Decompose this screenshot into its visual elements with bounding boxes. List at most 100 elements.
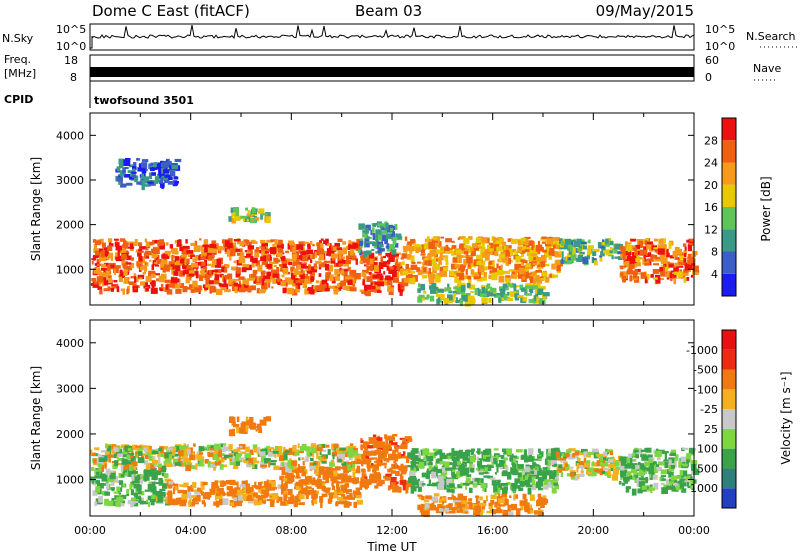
scatter-cell bbox=[327, 243, 331, 247]
scatter-cell bbox=[101, 242, 106, 248]
scatter-cell bbox=[531, 479, 536, 486]
scatter-cell bbox=[537, 493, 542, 498]
scatter-cell bbox=[251, 261, 255, 268]
scatter-cell bbox=[278, 239, 283, 246]
scatter-cell bbox=[687, 245, 693, 252]
scatter-cell bbox=[381, 479, 385, 485]
freq-tick-top: 18 bbox=[64, 54, 78, 67]
scatter-cell bbox=[363, 476, 368, 480]
scatter-cell bbox=[537, 264, 541, 268]
scatter-cell bbox=[651, 255, 658, 260]
scatter-cell bbox=[653, 482, 659, 490]
scatter-cell bbox=[247, 245, 255, 250]
scatter-cell bbox=[561, 251, 564, 259]
scatter-cell bbox=[110, 479, 115, 486]
scatter-cell bbox=[160, 162, 164, 168]
scatter-cell bbox=[247, 286, 252, 293]
scatter-cell bbox=[640, 470, 645, 475]
scatter-cell bbox=[689, 238, 694, 242]
scatter-cell bbox=[509, 495, 512, 499]
scatter-cell bbox=[361, 453, 368, 460]
scatter-cell bbox=[502, 283, 508, 288]
scatter-cell bbox=[468, 498, 473, 502]
scatter-cell bbox=[199, 452, 204, 455]
scatter-cell bbox=[169, 244, 173, 249]
scatter-cell bbox=[163, 461, 166, 468]
scatter-cell bbox=[494, 472, 497, 475]
scatter-cell bbox=[676, 248, 683, 255]
scatter-cell bbox=[277, 273, 281, 280]
colorbar-tick-label: 12 bbox=[704, 223, 718, 236]
scatter-cell bbox=[475, 467, 479, 471]
scatter-cell bbox=[292, 446, 297, 453]
scatter-cell bbox=[541, 236, 547, 239]
scatter-cell bbox=[360, 438, 363, 441]
scatter-cell bbox=[133, 499, 139, 507]
scatter-cell bbox=[197, 487, 203, 494]
scatter-cell bbox=[97, 454, 101, 461]
scatter-cell bbox=[164, 288, 170, 292]
scatter-cell bbox=[410, 488, 414, 494]
scatter-cell bbox=[380, 256, 383, 263]
scatter-cell bbox=[498, 265, 503, 273]
scatter-cell bbox=[184, 496, 187, 503]
scatter-cell bbox=[511, 462, 515, 468]
scatter-cell bbox=[451, 487, 455, 494]
scatter-cell bbox=[417, 482, 420, 487]
scatter-cell bbox=[687, 266, 692, 269]
scatter-cell bbox=[619, 456, 626, 462]
scatter-cell bbox=[116, 176, 123, 182]
scatter-cell bbox=[337, 481, 344, 484]
scatter-cell bbox=[152, 456, 156, 462]
scatter-cell bbox=[421, 244, 426, 251]
scatter-cell bbox=[579, 251, 585, 255]
scatter-cell bbox=[91, 480, 95, 484]
scatter-cell bbox=[433, 247, 437, 252]
scatter-cell bbox=[276, 243, 284, 248]
scatter-cell bbox=[228, 454, 233, 458]
scatter-cell bbox=[508, 269, 516, 272]
scatter-cell bbox=[684, 264, 690, 271]
scatter-cell bbox=[158, 275, 165, 283]
scatter-cell bbox=[241, 421, 246, 427]
scatter-cell bbox=[465, 502, 473, 505]
scatter-cell bbox=[390, 436, 395, 441]
scatter-cell bbox=[118, 275, 124, 282]
scatter-cell bbox=[223, 245, 229, 249]
scatter-cell bbox=[615, 466, 621, 471]
scatter-cell bbox=[297, 443, 300, 449]
scatter-cell bbox=[528, 299, 535, 303]
scatter-cell bbox=[670, 475, 677, 481]
scatter-cell bbox=[164, 457, 172, 464]
scatter-cell bbox=[418, 294, 425, 298]
scatter-cell bbox=[579, 452, 585, 456]
cpid-value: twofsound 3501 bbox=[94, 94, 194, 107]
scatter-cell bbox=[123, 159, 131, 166]
scatter-cell bbox=[515, 485, 521, 489]
scatter-cell bbox=[520, 504, 524, 511]
scatter-cell bbox=[233, 463, 239, 470]
scatter-cell bbox=[143, 284, 151, 289]
scatter-cell bbox=[674, 460, 677, 468]
scatter-cell bbox=[245, 496, 250, 501]
scatter-cell bbox=[392, 270, 397, 277]
scatter-cell bbox=[292, 469, 296, 473]
scatter-cell bbox=[217, 492, 221, 496]
scatter-cell bbox=[386, 266, 391, 271]
scatter-cell bbox=[290, 460, 298, 466]
scatter-cell bbox=[362, 232, 368, 238]
scatter-cell bbox=[242, 242, 248, 246]
scatter-cell bbox=[648, 252, 652, 257]
scatter-cell bbox=[597, 242, 603, 249]
scatter-cell bbox=[505, 277, 510, 284]
scatter-cell bbox=[132, 166, 137, 171]
scatter-cell bbox=[316, 461, 321, 467]
scatter-cell bbox=[247, 210, 250, 215]
scatter-cell bbox=[117, 453, 124, 457]
scatter-cell bbox=[242, 493, 247, 499]
scatter-cell bbox=[240, 215, 247, 219]
scatter-cell bbox=[573, 241, 581, 248]
scatter-cell bbox=[356, 499, 363, 505]
scatter-cell bbox=[493, 481, 501, 486]
scatter-cell bbox=[459, 251, 466, 255]
